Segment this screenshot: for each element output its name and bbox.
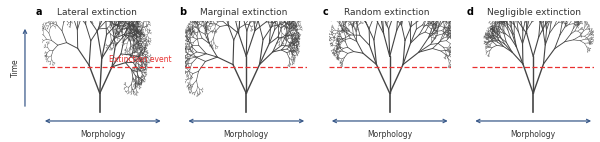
- Text: Lateral extinction: Lateral extinction: [56, 8, 136, 17]
- Text: b: b: [179, 7, 187, 17]
- Text: Random extinction: Random extinction: [344, 8, 429, 17]
- Text: Negligible extinction: Negligible extinction: [487, 8, 581, 17]
- Text: Extinction event: Extinction event: [109, 55, 172, 64]
- Text: c: c: [323, 7, 329, 17]
- Text: Morphology: Morphology: [511, 130, 556, 139]
- Text: Marginal extinction: Marginal extinction: [200, 8, 287, 17]
- Text: Morphology: Morphology: [224, 130, 269, 139]
- Text: d: d: [466, 7, 473, 17]
- Text: Morphology: Morphology: [367, 130, 412, 139]
- Text: Time: Time: [11, 58, 20, 77]
- Text: a: a: [36, 7, 43, 17]
- Text: Morphology: Morphology: [80, 130, 125, 139]
